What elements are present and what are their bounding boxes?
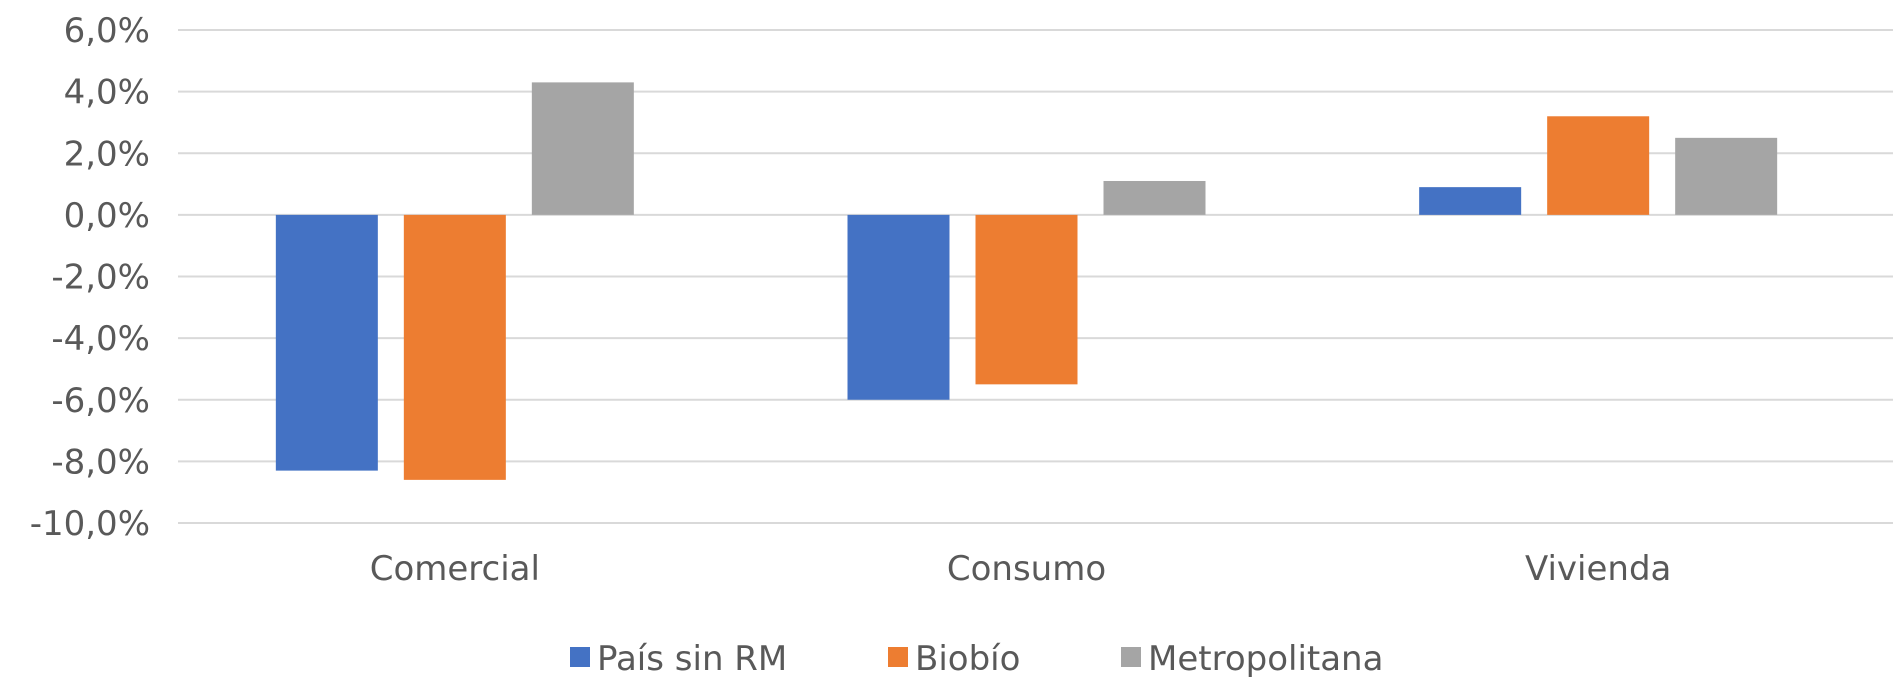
y-tick-label: -6,0% — [51, 381, 150, 421]
bar-consumo-series-2 — [975, 214, 1078, 385]
y-tick-label: -2,0% — [51, 258, 150, 298]
bar-consumo-series-1 — [847, 214, 950, 400]
y-tick-label: 2,0% — [64, 134, 150, 174]
y-tick-label: -4,0% — [51, 319, 150, 359]
bar-consumo-series-3 — [1103, 180, 1206, 215]
y-axis-ticks: 6,0% 4,0% 2,0% 0,0% -2,0% -4,0% -6,0% -8,0% -10,… — [30, 11, 150, 544]
category-labels: Comercial Consumo Vivienda — [370, 549, 1672, 589]
legend-label: Biobío — [915, 639, 1020, 679]
legend-swatch — [570, 647, 590, 667]
bar-comercial-series-2 — [403, 214, 506, 480]
legend-swatch — [888, 647, 908, 667]
bar-vivienda-series-1 — [1419, 187, 1522, 215]
y-tick-label: -8,0% — [51, 442, 150, 482]
y-tick-label: 6,0% — [64, 11, 150, 51]
bar-comercial-series-1 — [275, 214, 378, 471]
bar-vivienda-series-3 — [1675, 137, 1778, 215]
y-tick-label: 0,0% — [64, 196, 150, 236]
y-tick-label: 4,0% — [64, 73, 150, 113]
y-tick-label: -10,0% — [30, 504, 150, 544]
legend-swatch — [1121, 647, 1141, 667]
legend-label: País sin RM — [597, 639, 787, 679]
bar-vivienda-series-2 — [1547, 116, 1650, 215]
legend: País sin RM Biobío Metropolitana — [570, 639, 1383, 679]
legend-label: Metropolitana — [1148, 639, 1383, 679]
bars — [275, 82, 1778, 480]
x-category-label: Comercial — [370, 549, 540, 589]
x-category-label: Consumo — [947, 549, 1106, 589]
x-category-label: Vivienda — [1525, 549, 1671, 589]
bar-comercial-series-3 — [531, 82, 634, 215]
